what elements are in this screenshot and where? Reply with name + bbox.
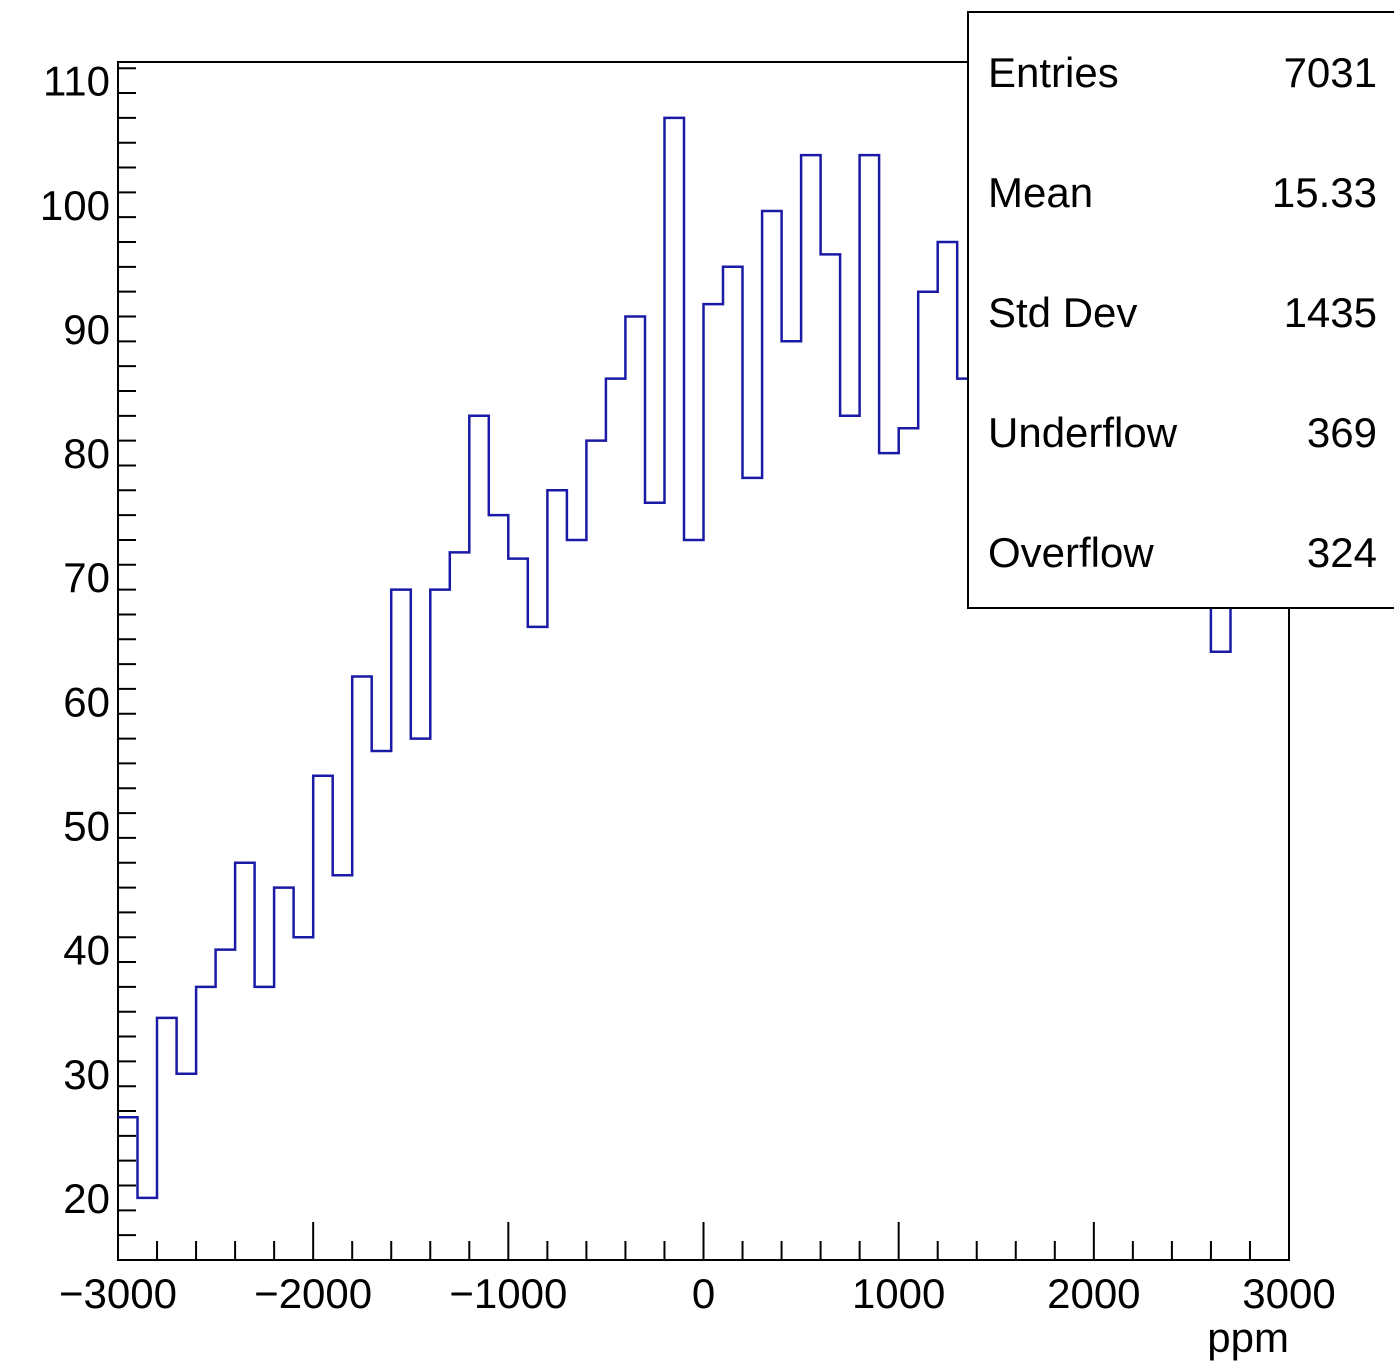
x-tick-label: −1000 bbox=[449, 1270, 567, 1317]
y-tick-label: 30 bbox=[63, 1051, 110, 1098]
stats-label: Std Dev bbox=[988, 289, 1137, 336]
y-axis: 20 30 40 50 60 70 80 90 100 110 bbox=[40, 58, 136, 1261]
stats-label: Entries bbox=[988, 49, 1119, 96]
stats-value: 324 bbox=[1307, 529, 1377, 576]
stats-value: 369 bbox=[1307, 409, 1377, 456]
x-tick-label: 0 bbox=[692, 1270, 715, 1317]
y-tick-label: 100 bbox=[40, 182, 110, 229]
y-tick-label: 80 bbox=[63, 430, 110, 477]
stats-value: 7031 bbox=[1284, 49, 1377, 96]
x-axis: −3000 −2000 −1000 0 1000 2000 3000 bbox=[59, 1222, 1336, 1317]
y-tick-label: 20 bbox=[63, 1175, 110, 1222]
x-tick-label: 1000 bbox=[852, 1270, 945, 1317]
stats-box: Entries 7031 Mean 15.33 Std Dev 1435 Underflow… bbox=[967, 11, 1394, 609]
y-tick-label: 50 bbox=[63, 802, 110, 849]
stats-value: 15.33 bbox=[1272, 169, 1377, 216]
x-axis-title: ppm bbox=[1207, 1314, 1289, 1361]
stats-value: 1435 bbox=[1284, 289, 1377, 336]
x-tick-label: −3000 bbox=[59, 1270, 177, 1317]
y-tick-label: 40 bbox=[63, 927, 110, 974]
y-tick-label: 90 bbox=[63, 306, 110, 353]
stats-label: Mean bbox=[988, 169, 1093, 216]
y-tick-label: 70 bbox=[63, 554, 110, 601]
x-tick-label: −2000 bbox=[254, 1270, 372, 1317]
stats-label: Underflow bbox=[988, 409, 1178, 456]
stats-box-frame bbox=[967, 11, 1394, 609]
y-tick-label: 60 bbox=[63, 678, 110, 725]
x-tick-label: 2000 bbox=[1047, 1270, 1140, 1317]
stats-label: Overflow bbox=[988, 529, 1154, 576]
y-tick-label: 110 bbox=[43, 58, 110, 105]
x-tick-label: 3000 bbox=[1242, 1270, 1335, 1317]
